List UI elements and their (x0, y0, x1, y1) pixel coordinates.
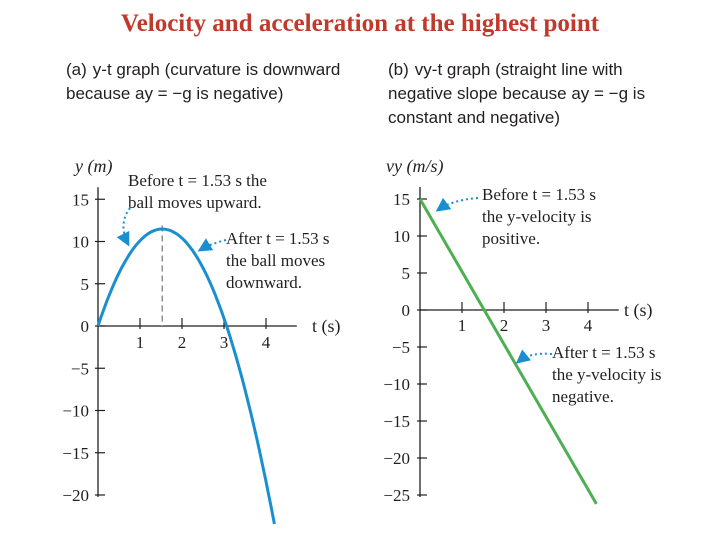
annotation-text: After t = 1.53 s (226, 229, 330, 248)
y-tick-label: −25 (383, 486, 410, 505)
x-axis-title: t (s) (624, 300, 653, 321)
panel-a-caption-text: y-t graph (curvature is downward because… (66, 60, 341, 103)
annotation-text: the y-velocity is (552, 365, 662, 384)
y-tick-label: 5 (402, 264, 411, 283)
annotation-text: After t = 1.53 s (552, 343, 656, 362)
y-tick-label: −20 (62, 486, 89, 505)
y-tick-label: 10 (393, 227, 410, 246)
annotation-arrow (515, 349, 553, 364)
annotation-arrow (116, 207, 131, 247)
y-tick-label: −5 (71, 359, 89, 378)
annotation-text: downward. (226, 273, 302, 292)
annotation-text: Before t = 1.53 s the (128, 171, 267, 190)
x-tick-label: 2 (178, 333, 187, 352)
panel-a-chart: 15 10 5 0 −5 −10 −15 −20 1 2 3 4 y (m) t (s) Before t … (62, 156, 341, 525)
y-tick-label: 15 (72, 190, 89, 209)
series-line (418, 198, 598, 505)
x-tick-label: 4 (262, 333, 271, 352)
annotation-text: ball moves upward. (128, 193, 262, 212)
x-tick-label: 4 (584, 316, 593, 335)
panel-b-caption-text: vy-t graph (straight line with negative … (388, 60, 646, 127)
annotation-text: the ball moves (226, 251, 325, 270)
y-tick-label: −10 (383, 375, 410, 394)
y-tick-label: 15 (393, 190, 410, 209)
x-tick-label: 1 (458, 316, 467, 335)
slide-title: Velocity and acceleration at the highest… (120, 10, 600, 37)
annotation-arrow (435, 197, 479, 212)
x-tick-label: 2 (500, 316, 509, 335)
y-tick-label: 10 (72, 233, 89, 252)
annotation-text: the y-velocity is (482, 207, 592, 226)
y-tick-label: 5 (81, 275, 90, 294)
y-tick-label: −20 (383, 449, 410, 468)
y-axis-title: y (m) (73, 156, 112, 177)
y-tick-label: 0 (81, 317, 90, 336)
y-tick-label: −5 (392, 338, 410, 357)
y-tick-label: −15 (62, 444, 89, 463)
x-tick-label: 1 (136, 333, 145, 352)
x-axis-title: t (s) (312, 316, 341, 337)
annotation-text: positive. (482, 229, 540, 248)
y-tick-label: −15 (383, 412, 410, 431)
panel-b-caption: (b) vy-t graph (straight line with negati… (388, 58, 688, 130)
annotation-text: negative. (552, 387, 614, 406)
x-tick-label: 3 (220, 333, 229, 352)
panel-b-tag: (b) (388, 60, 409, 79)
panel-b-chart: 15 10 5 0 −5 −10 −15 −20 −25 1 2 3 4 vy (m/s) t (s) Bef… (383, 156, 661, 505)
annotation-arrow (197, 238, 227, 252)
panel-a-tag: (a) (66, 60, 87, 79)
x-tick-label: 3 (542, 316, 551, 335)
panel-a-caption: (a) y-t graph (curvature is downward beca… (66, 58, 366, 106)
annotation-text: Before t = 1.53 s (482, 185, 596, 204)
y-tick-label: 0 (402, 301, 411, 320)
y-tick-label: −10 (62, 402, 89, 421)
series-line (96, 227, 276, 525)
y-axis-title: vy (m/s) (386, 156, 443, 177)
